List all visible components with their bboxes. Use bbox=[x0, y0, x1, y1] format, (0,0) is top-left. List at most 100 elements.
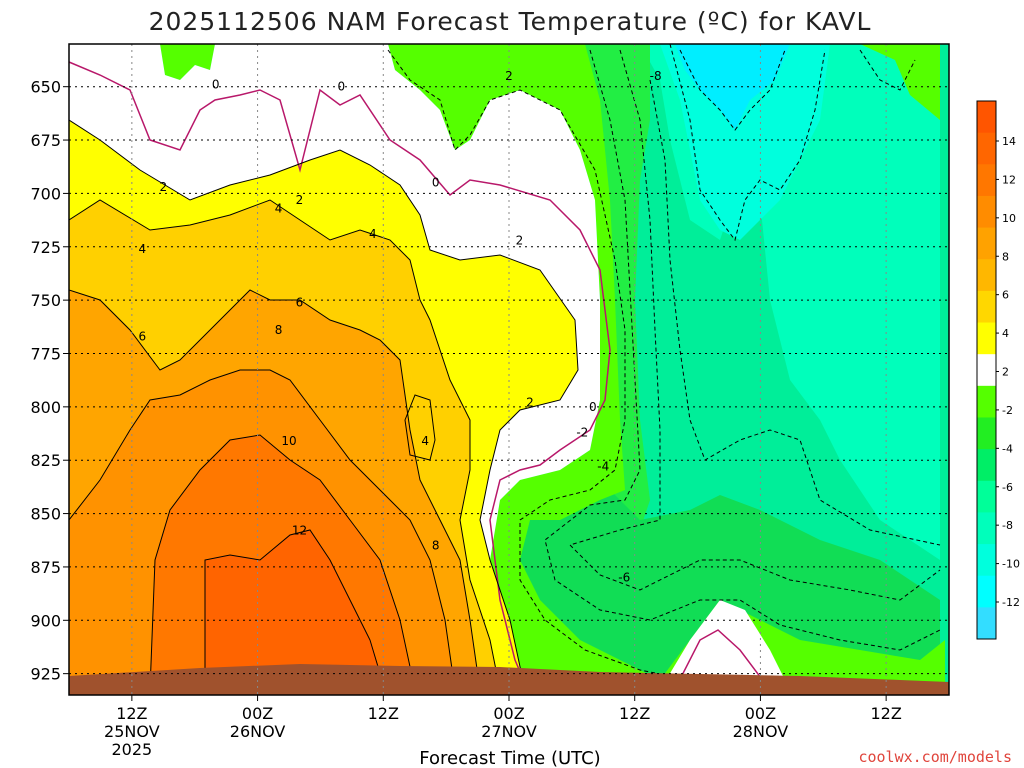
colorbar-label: 10 bbox=[1002, 212, 1016, 225]
time-tick-label: 12Z bbox=[368, 704, 399, 723]
time-tick-label: 12Z bbox=[619, 704, 650, 723]
colorbar-label: -10 bbox=[1002, 558, 1020, 571]
pressure-tick-label: 900 bbox=[30, 611, 61, 630]
band-lower-white-pocket bbox=[660, 600, 790, 690]
time-tick-date: 25NOV bbox=[104, 722, 160, 741]
band-minus-2-left-lobe bbox=[160, 44, 215, 80]
colorbar-label: -6 bbox=[1002, 481, 1013, 494]
colorbar-swatch bbox=[977, 322, 996, 355]
contour-label: 8 bbox=[275, 323, 283, 337]
colorbar-swatch bbox=[977, 480, 996, 513]
contour-label: 2 bbox=[526, 396, 534, 410]
colorbar-label: 6 bbox=[1002, 289, 1009, 302]
four-isotherm bbox=[69, 199, 501, 691]
pressure-tick-label: 875 bbox=[30, 558, 61, 577]
band-minus-2-upper-right bbox=[860, 44, 940, 120]
contour-label: 0 bbox=[589, 400, 597, 414]
contour-fill-layer bbox=[69, 44, 949, 695]
contour-label: -4 bbox=[597, 460, 609, 474]
colorbar-swatch bbox=[977, 195, 996, 229]
two-isotherm bbox=[69, 119, 579, 691]
pressure-tick-label: 650 bbox=[30, 78, 61, 97]
time-tick-label: 00Z bbox=[745, 704, 776, 723]
contour-label: 2 bbox=[159, 180, 167, 194]
colorbar-swatch bbox=[977, 512, 996, 545]
pressure-tick-label: 675 bbox=[30, 131, 61, 150]
pressure-gridlines bbox=[69, 86, 949, 675]
colorbar-swatch bbox=[977, 164, 996, 197]
colorbar-swatch bbox=[977, 607, 996, 640]
pressure-tick-label: 750 bbox=[30, 291, 61, 310]
contour-label: 2 bbox=[516, 233, 524, 247]
credit-text: coolwx.com/models bbox=[858, 748, 1012, 766]
pressure-tick-label: 800 bbox=[30, 398, 61, 417]
minus-four-isotherm bbox=[544, 49, 941, 651]
zero-isotherm bbox=[69, 61, 611, 695]
time-tick-label: 12Z bbox=[116, 704, 147, 723]
time-tick-label: 00Z bbox=[493, 704, 524, 723]
contour-label: 12 bbox=[292, 524, 307, 538]
band-minus-2-to-minus-4 bbox=[388, 44, 945, 695]
eight-isotherm bbox=[69, 369, 456, 691]
pressure-axis: 650 675 700 725 750 775 800 825 850 875 900 925 bbox=[30, 78, 69, 684]
colorbar-swatch bbox=[977, 385, 996, 418]
minus-six-isotherm bbox=[569, 49, 941, 601]
colorbar-swatch bbox=[977, 575, 996, 608]
colorbar-label: -2 bbox=[1002, 404, 1013, 417]
chart-title: 2025112506 NAM Forecast Temperature (ºC)… bbox=[149, 7, 872, 36]
colorbar-label: 12 bbox=[1002, 173, 1016, 186]
zero-isotherm-lower bbox=[671, 629, 771, 695]
pressure-tick-label: 850 bbox=[30, 505, 61, 524]
four-isotherm-pocket bbox=[404, 394, 436, 461]
colorbar: 14 12 10 8 6 4 2 -2 -4 -6 -8 -10 -12 bbox=[976, 100, 1020, 640]
colorbar-label: 4 bbox=[1002, 327, 1009, 340]
colorbar-swatch bbox=[977, 132, 996, 165]
contour-label: 0 bbox=[432, 176, 440, 190]
contour-label: 4 bbox=[275, 201, 283, 215]
terrain-ground bbox=[69, 664, 949, 695]
contour-label: 4 bbox=[139, 242, 147, 256]
contour-line-layer bbox=[69, 44, 941, 695]
contour-label: 4 bbox=[369, 227, 377, 241]
band-12-to-14 bbox=[205, 530, 385, 690]
colorbar-label: 14 bbox=[1002, 135, 1016, 148]
colorbar-frame bbox=[976, 100, 997, 640]
colorbar-swatch bbox=[977, 259, 996, 292]
contour-label: 0 bbox=[338, 80, 346, 94]
colorbar-label: -4 bbox=[1002, 442, 1013, 455]
colorbar-label: -12 bbox=[1002, 596, 1020, 609]
time-tick-label: 12Z bbox=[870, 704, 901, 723]
colorbar-label: 2 bbox=[1002, 366, 1009, 379]
contour-label: -6 bbox=[618, 571, 630, 585]
contour-label: 4 bbox=[421, 434, 429, 448]
time-tick-date: 28NOV bbox=[733, 722, 789, 741]
band-minus-12-cold-core bbox=[675, 44, 790, 130]
colorbar-swatch bbox=[977, 101, 996, 134]
time-tick-year: 2025 bbox=[111, 740, 152, 759]
contour-label: 6 bbox=[139, 329, 147, 343]
time-tick-date: 27NOV bbox=[481, 722, 537, 741]
colorbar-swatch bbox=[977, 227, 996, 260]
band-minus-10-to-minus-12 bbox=[660, 44, 830, 240]
pressure-tick-label: 925 bbox=[30, 665, 61, 684]
contour-label: 8 bbox=[432, 539, 440, 553]
colorbar-swatch bbox=[977, 449, 996, 482]
contour-label: 0 bbox=[212, 78, 220, 92]
contour-label: 2 bbox=[505, 69, 513, 83]
time-tick-label: 00Z bbox=[242, 704, 273, 723]
contour-label: 10 bbox=[281, 434, 296, 448]
colorbar-swatch bbox=[977, 354, 996, 387]
contour-label: 6 bbox=[296, 295, 304, 309]
colorbar-swatch bbox=[977, 417, 996, 450]
minus-twelve-isotherm bbox=[679, 49, 786, 131]
x-axis-title: Forecast Time (UTC) bbox=[419, 748, 600, 768]
colorbar-swatch bbox=[977, 544, 996, 577]
time-gridlines bbox=[131, 44, 887, 695]
pressure-tick-label: 700 bbox=[30, 184, 61, 203]
colorbar-label: 8 bbox=[1002, 250, 1009, 263]
ten-isotherm bbox=[149, 434, 416, 691]
contour-label: -2 bbox=[576, 425, 588, 439]
